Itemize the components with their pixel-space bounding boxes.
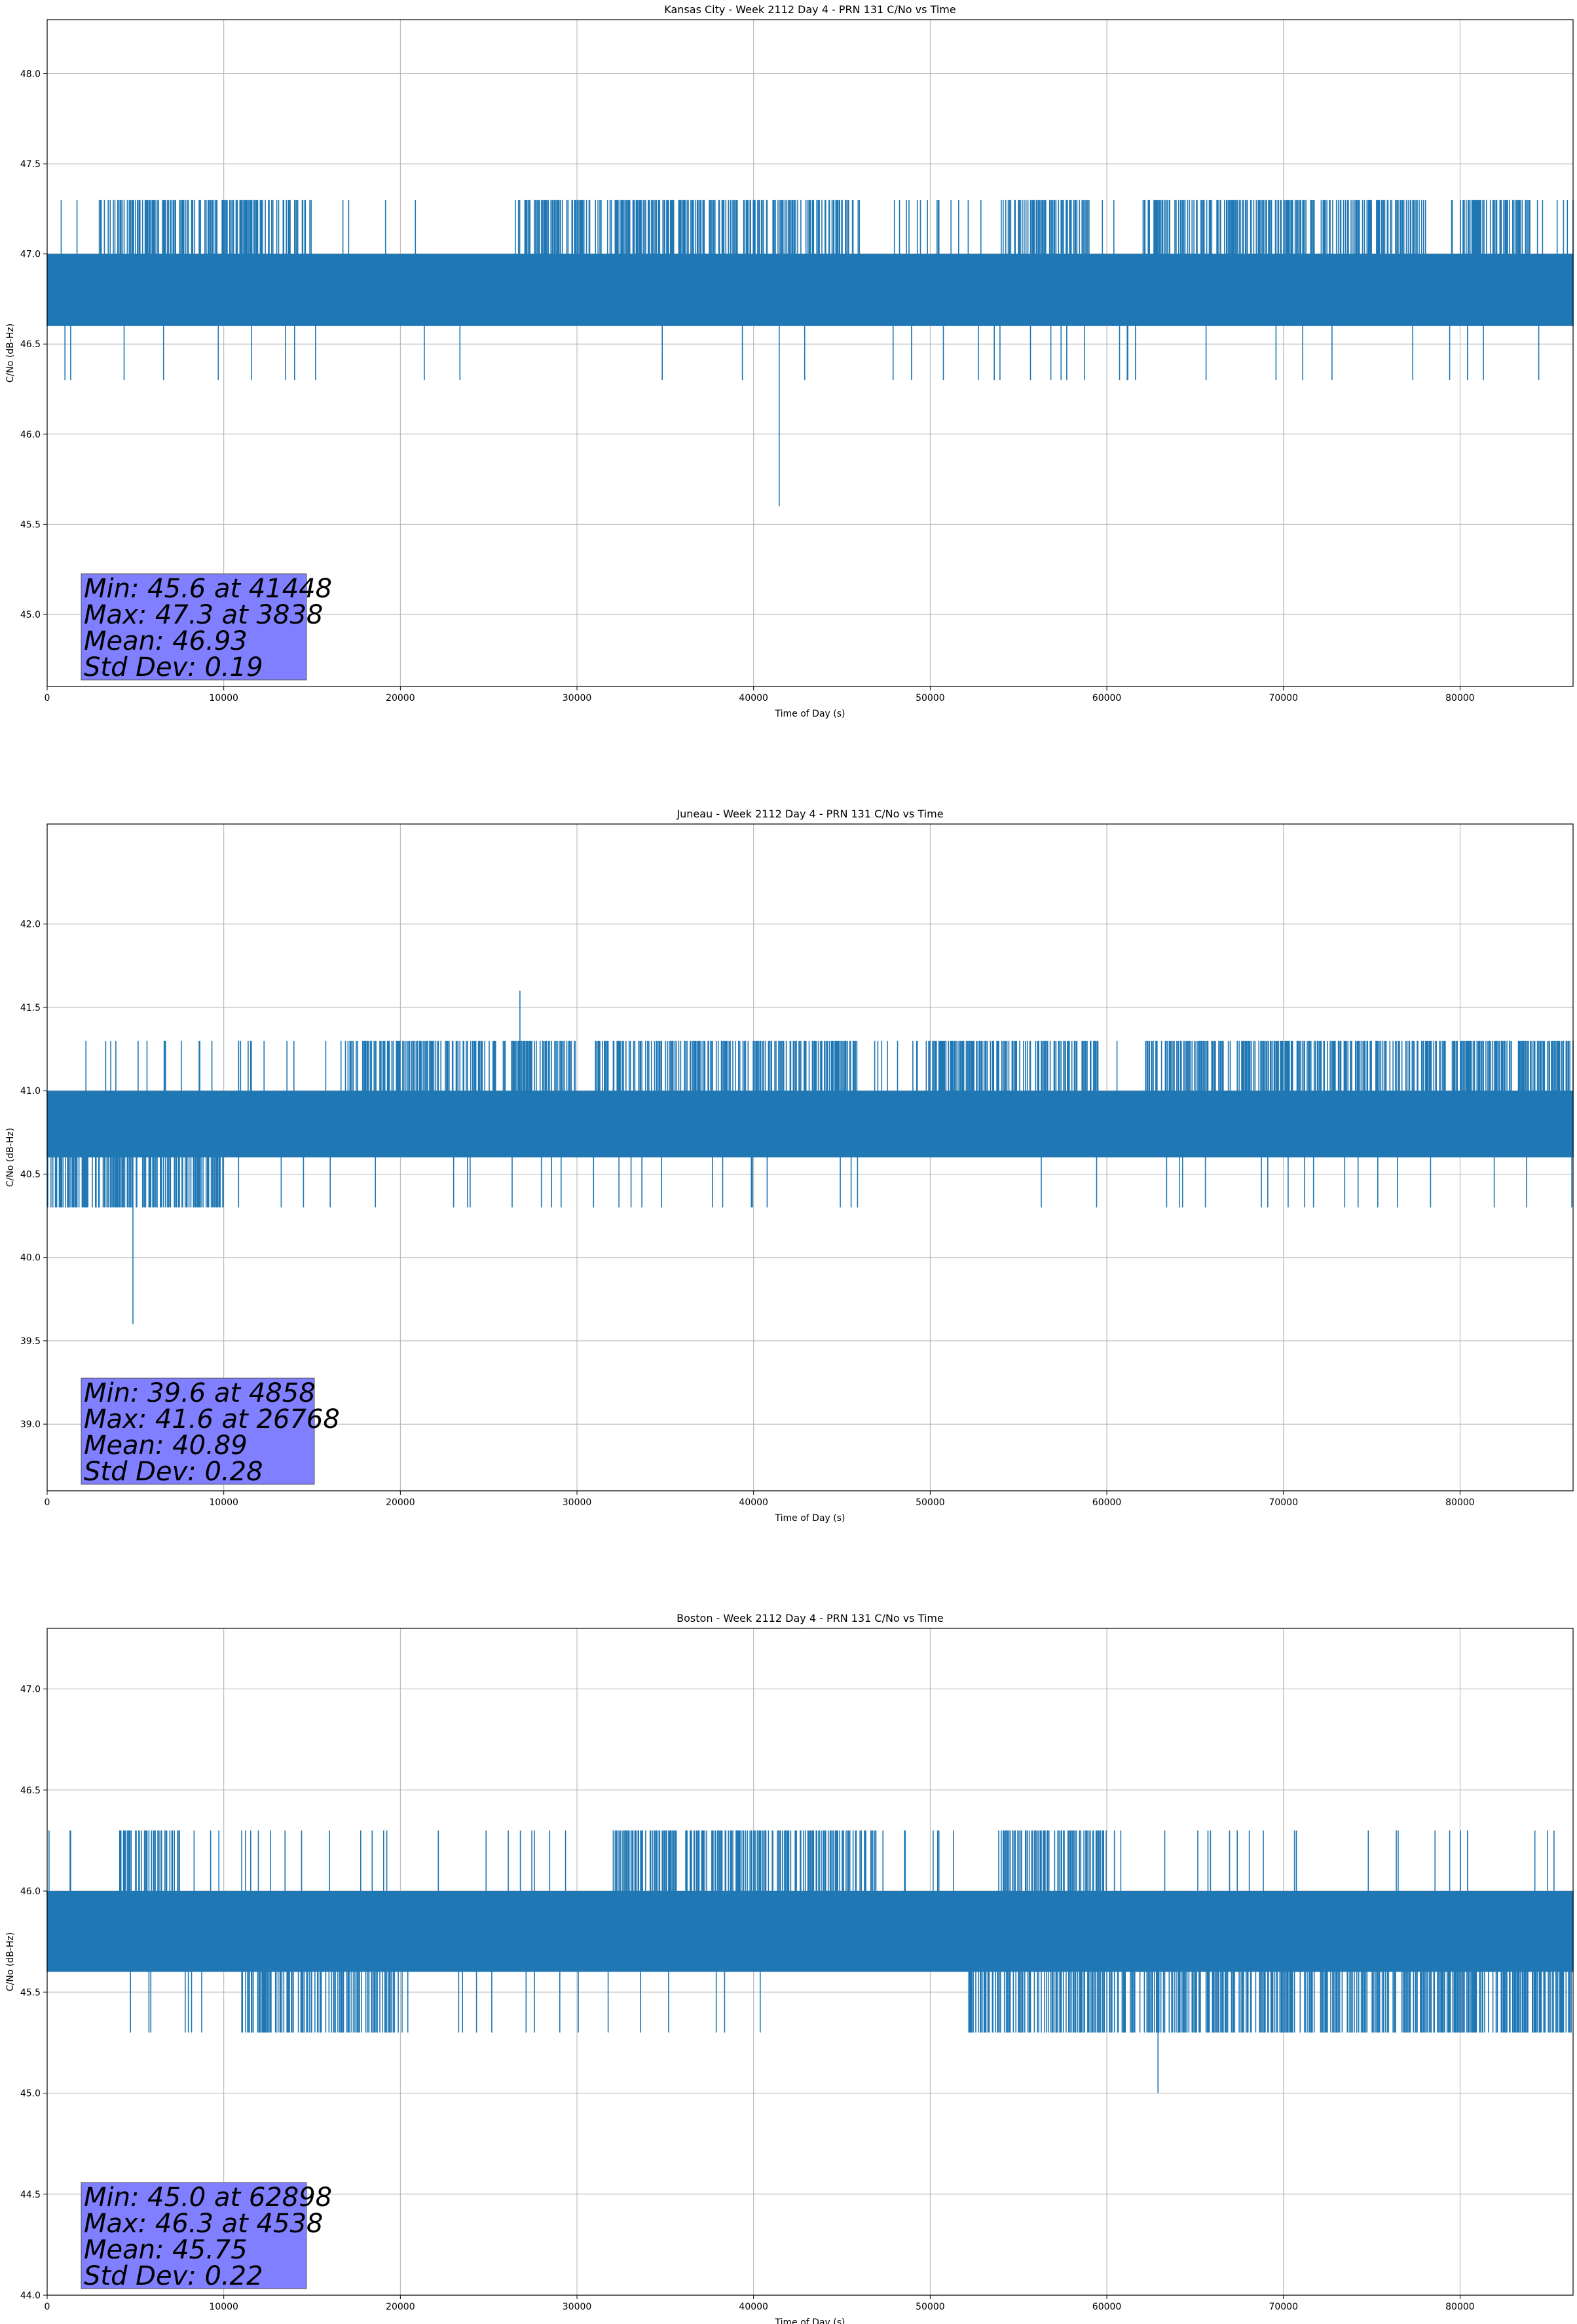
x-tick-label: 10000 (209, 693, 238, 703)
y-tick-label: 42.0 (20, 920, 41, 930)
stats-std: Std Dev: 0.28 (84, 1457, 263, 1487)
stats-box (81, 2182, 307, 2289)
x-tick-label: 20000 (386, 693, 415, 703)
x-tick-label: 80000 (1445, 1497, 1475, 1508)
x-tick-label: 0 (45, 1497, 50, 1508)
y-tick-label: 45.5 (20, 519, 41, 530)
chart-panel-1: Juneau - Week 2112 Day 4 - PRN 131 C/No … (5, 808, 1574, 1524)
y-tick-label: 48.0 (20, 69, 41, 80)
stats-min: Min: 45.0 at 62898 (84, 2183, 332, 2213)
plot-frame (46, 823, 1574, 1491)
stats-box (81, 1378, 315, 1485)
x-axis-label: Time of Day (s) (775, 709, 845, 719)
x-tick-label: 60000 (1092, 693, 1122, 703)
stats-max: Max: 41.6 at 26768 (84, 1404, 340, 1434)
x-tick-label: 20000 (386, 2302, 415, 2312)
y-tick-label: 46.0 (20, 430, 41, 440)
stats-std: Std Dev: 0.22 (84, 2261, 263, 2291)
y-tick-label: 45.5 (20, 1987, 41, 1998)
x-tick-label: 70000 (1269, 693, 1298, 703)
x-tick-label: 30000 (563, 1497, 592, 1508)
plot-frame (46, 19, 1574, 687)
chart-title: Juneau - Week 2112 Day 4 - PRN 131 C/No … (676, 808, 943, 820)
x-tick-label: 10000 (209, 2302, 238, 2312)
y-tick-label: 47.0 (20, 250, 41, 260)
x-axis-label: Time of Day (s) (775, 2317, 845, 2324)
stats-min: Min: 39.6 at 4858 (84, 1378, 316, 1408)
y-tick-label: 44.5 (20, 2190, 41, 2200)
y-tick-label: 47.0 (20, 1685, 41, 1695)
y-tick-label: 45.0 (20, 610, 41, 620)
x-tick-label: 70000 (1269, 1497, 1298, 1508)
stats-std: Std Dev: 0.19 (84, 652, 263, 683)
x-tick-label: 70000 (1269, 2302, 1298, 2312)
y-axis-label: C/No (dB-Hz) (5, 1128, 16, 1187)
y-tick-label: 47.5 (20, 159, 41, 170)
x-tick-label: 20000 (386, 1497, 415, 1508)
x-tick-label: 60000 (1092, 2302, 1122, 2312)
x-tick-label: 0 (45, 693, 50, 703)
stats-min: Min: 45.6 at 41448 (84, 574, 332, 604)
chart-panel-2: Boston - Week 2112 Day 4 - PRN 131 C/No … (5, 1612, 1574, 2324)
x-tick-label: 80000 (1445, 693, 1475, 703)
x-tick-label: 30000 (563, 2302, 592, 2312)
series-line (46, 990, 1574, 1324)
y-tick-label: 39.0 (20, 1419, 41, 1430)
x-tick-label: 50000 (916, 1497, 945, 1508)
x-tick-label: 30000 (563, 693, 592, 703)
chart-title: Boston - Week 2112 Day 4 - PRN 131 C/No … (677, 1612, 944, 1624)
y-axis-label: C/No (dB-Hz) (5, 1932, 16, 1991)
y-tick-label: 46.5 (20, 339, 41, 350)
stats-box (81, 573, 307, 681)
stats-mean: Mean: 45.75 (84, 2235, 248, 2265)
x-tick-label: 60000 (1092, 1497, 1122, 1508)
y-tick-label: 40.0 (20, 1253, 41, 1264)
stats-mean: Mean: 46.93 (84, 626, 248, 656)
stats-max: Max: 46.3 at 4538 (84, 2209, 323, 2239)
chart-panel-0: Kansas City - Week 2112 Day 4 - PRN 131 … (5, 3, 1574, 719)
y-tick-label: 45.0 (20, 2089, 41, 2099)
y-tick-label: 44.0 (20, 2291, 41, 2301)
x-tick-label: 0 (45, 2302, 50, 2312)
y-tick-label: 39.5 (20, 1336, 41, 1347)
x-axis-label: Time of Day (s) (775, 1513, 845, 1524)
y-axis-label: C/No (dB-Hz) (5, 324, 16, 383)
x-tick-label: 40000 (739, 1497, 768, 1508)
plot-frame (46, 1628, 1574, 2296)
y-tick-label: 41.0 (20, 1086, 41, 1096)
series-line (46, 200, 1574, 506)
x-tick-label: 40000 (739, 693, 768, 703)
series-line (46, 1830, 1574, 2093)
chart-title: Kansas City - Week 2112 Day 4 - PRN 131 … (664, 3, 955, 16)
x-tick-label: 50000 (916, 693, 945, 703)
x-tick-label: 10000 (209, 1497, 238, 1508)
y-tick-label: 41.5 (20, 1003, 41, 1013)
stats-max: Max: 47.3 at 3838 (84, 600, 323, 630)
y-tick-label: 46.0 (20, 1886, 41, 1897)
y-tick-label: 46.5 (20, 1786, 41, 1796)
stats-mean: Mean: 40.89 (84, 1431, 248, 1461)
x-tick-label: 80000 (1445, 2302, 1475, 2312)
y-tick-label: 40.5 (20, 1169, 41, 1180)
x-tick-label: 50000 (916, 2302, 945, 2312)
x-tick-label: 40000 (739, 2302, 768, 2312)
